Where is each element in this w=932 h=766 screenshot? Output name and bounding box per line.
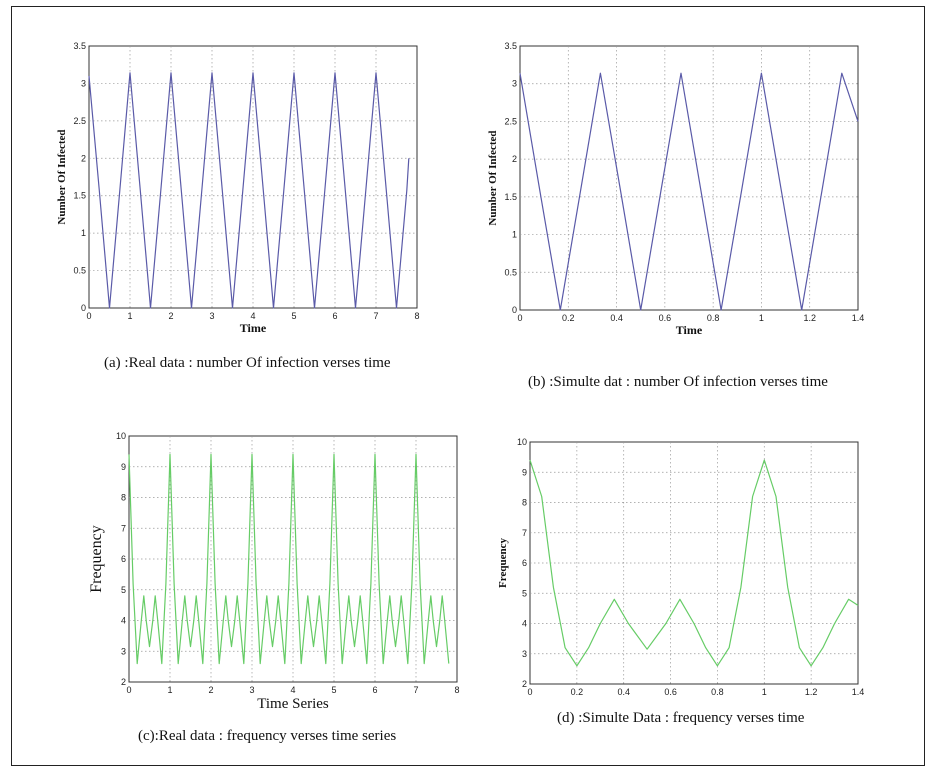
chart-a: 0 1 2 3 4 5 6 7 8 0 0.5 1 1.5 2 2.5 3 3.5 Time Number Of I… (56, 41, 420, 335)
y-tick-label: 5 (522, 588, 527, 598)
y-tick-label: 2.5 (73, 116, 86, 126)
caption-b: (b) :Simulte dat : number Of infection v… (528, 374, 828, 390)
x-tick-label: 0.4 (617, 687, 630, 697)
y-tick-label: 0.5 (73, 266, 86, 276)
y-tick-label: 1 (512, 230, 517, 240)
x-tick-label: 0.8 (707, 313, 720, 323)
y-axis-label: Frequency (497, 538, 509, 588)
x-axis-label: Time Series (257, 696, 329, 712)
y-tick-label: 10 (116, 431, 126, 441)
x-tick-label: 7 (373, 311, 378, 321)
y-tick-label: 6 (121, 554, 126, 564)
caption-a: (a) :Real data : number Of infection ver… (104, 355, 391, 371)
x-tick-label: 8 (414, 311, 419, 321)
y-tick-label: 0 (81, 303, 86, 313)
series-line (529, 459, 859, 667)
x-tick-label: 1 (762, 687, 767, 697)
y-tick-label: 8 (121, 493, 126, 503)
y-tick-label: 3 (522, 649, 527, 659)
y-axis-label: Number Of Infected (487, 130, 499, 225)
y-tick-label: 9 (121, 462, 126, 472)
y-tick-label: 1 (81, 228, 86, 238)
x-tick-label: 0.4 (610, 313, 623, 323)
x-tick-label: 6 (372, 685, 377, 695)
plot-area (88, 45, 418, 309)
x-tick-label: 3 (249, 685, 254, 695)
y-tick-label: 3.5 (504, 41, 517, 51)
x-tick-label: 7 (413, 685, 418, 695)
y-tick-label: 4 (121, 616, 126, 626)
plot-area (519, 45, 859, 311)
x-tick-label: 2 (168, 311, 173, 321)
y-tick-label: 7 (522, 528, 527, 538)
x-tick-label: 1.2 (803, 313, 816, 323)
x-tick-label: 0.8 (711, 687, 724, 697)
caption-c: (c):Real data : frequency verses time se… (138, 728, 397, 744)
y-tick-label: 4 (522, 619, 527, 629)
y-tick-label: 1.5 (73, 191, 86, 201)
x-tick-label: 1 (127, 311, 132, 321)
x-tick-label: 0.6 (664, 687, 677, 697)
series-line (128, 453, 450, 665)
y-tick-label: 3.5 (73, 41, 86, 51)
y-tick-label: 7 (121, 523, 126, 533)
x-tick-label: 5 (291, 311, 296, 321)
x-tick-label: 1.4 (852, 313, 865, 323)
y-tick-label: 3 (512, 79, 517, 89)
caption-d: (d) :Simulte Data : frequency verses tim… (557, 710, 805, 726)
x-tick-label: 0.6 (659, 313, 672, 323)
x-tick-label: 2 (208, 685, 213, 695)
x-tick-label: 0 (517, 313, 522, 323)
y-tick-label: 8 (522, 498, 527, 508)
x-tick-label: 0 (126, 685, 131, 695)
x-tick-label: 1.4 (852, 687, 865, 697)
y-tick-label: 2 (512, 154, 517, 164)
y-tick-label: 0 (512, 305, 517, 315)
y-axis-label: Number Of Infected (56, 129, 68, 224)
x-tick-label: 6 (332, 311, 337, 321)
series-line (519, 72, 859, 311)
x-tick-label: 4 (290, 685, 295, 695)
x-axis-label: Time (240, 321, 267, 335)
x-tick-label: 0 (527, 687, 532, 697)
y-tick-label: 10 (517, 437, 527, 447)
chart-d: 0 0.2 0.4 0.6 0.8 1 1.2 1.4 2 3 4 5 6 7 8 9 10 Frequency (497, 437, 865, 697)
x-tick-label: 8 (454, 685, 459, 695)
x-tick-label: 0.2 (562, 313, 575, 323)
y-tick-label: 5 (121, 585, 126, 595)
y-tick-label: 1.5 (504, 192, 517, 202)
y-tick-label: 2 (81, 153, 86, 163)
x-tick-label: 0 (86, 311, 91, 321)
x-tick-label: 1 (759, 313, 764, 323)
chart-b: 0 0.2 0.4 0.6 0.8 1 1.2 1.4 0 0.5 1 1.5 2 2.5 3 3.5 Time… (487, 41, 865, 337)
y-tick-label: 6 (522, 558, 527, 568)
x-tick-label: 4 (250, 311, 255, 321)
chart-c: 0 1 2 3 4 5 6 7 8 2 3 4 5 6 7 8 9 10 Time Series Frequency (88, 431, 460, 712)
x-tick-label: 0.2 (571, 687, 584, 697)
x-tick-label: 1 (167, 685, 172, 695)
y-tick-label: 0.5 (504, 267, 517, 277)
x-axis-label: Time (676, 323, 703, 337)
y-axis-label: Frequency (88, 525, 105, 593)
y-tick-label: 3 (121, 646, 126, 656)
y-tick-label: 9 (522, 467, 527, 477)
x-tick-label: 1.2 (805, 687, 818, 697)
x-tick-label: 5 (331, 685, 336, 695)
y-tick-label: 2 (522, 679, 527, 689)
x-tick-label: 3 (209, 311, 214, 321)
y-tick-label: 2.5 (504, 116, 517, 126)
y-tick-label: 2 (121, 677, 126, 687)
y-tick-label: 3 (81, 78, 86, 88)
series-line (88, 72, 410, 309)
